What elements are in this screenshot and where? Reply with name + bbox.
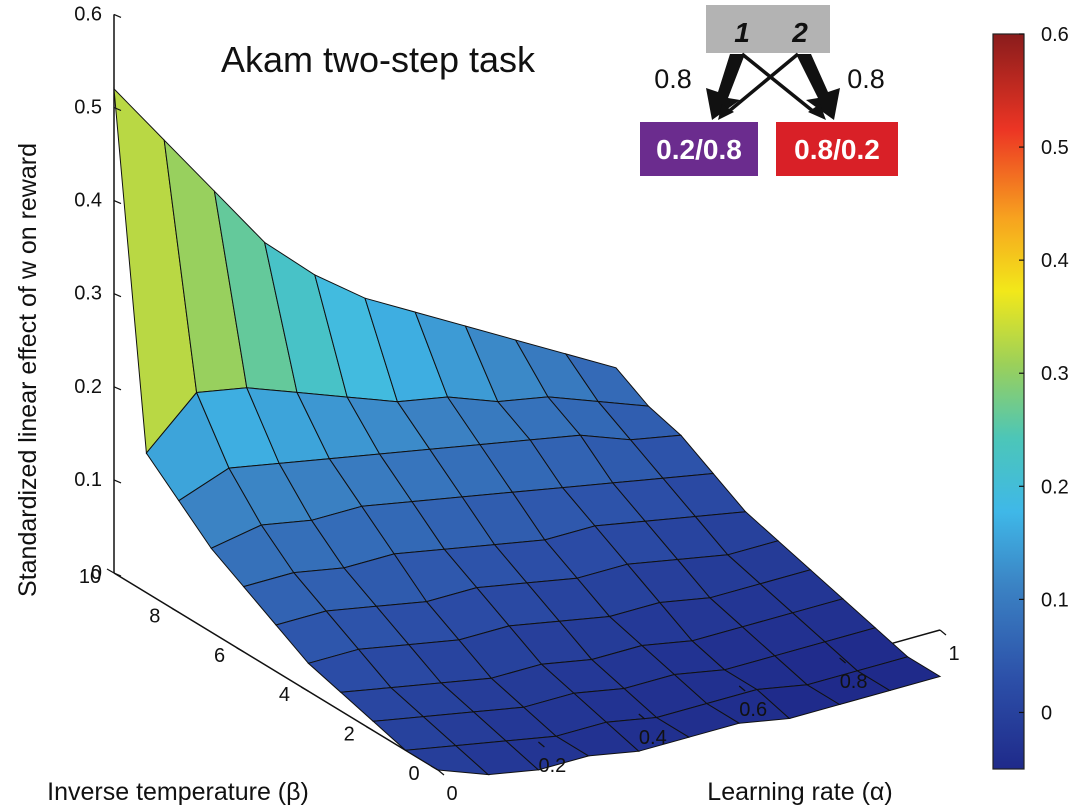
x-tick-label: 0.4 bbox=[639, 727, 667, 749]
y-axis-label: Inverse temperature (β) bbox=[47, 778, 309, 806]
z-tick-label: 0.1 bbox=[74, 469, 102, 491]
y-tick-label: 4 bbox=[279, 684, 290, 706]
colorbar-tick-label: 0.6 bbox=[1041, 24, 1069, 46]
z-axis-label: Standardized linear effect of w on rewar… bbox=[14, 143, 42, 597]
z-tick-mark bbox=[113, 572, 122, 577]
z-tick-label: 0.5 bbox=[74, 97, 102, 119]
x-tick-mark bbox=[638, 713, 646, 720]
task-diagram: 1 2 0.8 0.8 0.2/0.8 0.8/0.2 bbox=[640, 5, 898, 176]
x-tick-label: 0 bbox=[446, 783, 457, 805]
z-tick-label: 0.6 bbox=[74, 3, 102, 25]
common-transition-arrow-left bbox=[706, 54, 745, 120]
rare-transition-line-right bbox=[740, 52, 816, 114]
colorbar-ticks: 0 0.1 0.2 0.3 0.4 0.5 0.6 bbox=[1019, 24, 1069, 724]
z-tick-mark bbox=[113, 386, 122, 391]
z-tick-label: 0.2 bbox=[74, 376, 102, 398]
second-stage-box-purple bbox=[640, 122, 758, 176]
x-tick-label: 0.6 bbox=[739, 699, 767, 721]
surface-patch bbox=[856, 656, 942, 692]
transition-prob-left: 0.8 bbox=[654, 64, 692, 94]
second-stage-label-purple: 0.2/0.8 bbox=[656, 134, 742, 165]
y-tick-mark bbox=[301, 686, 309, 692]
colorbar bbox=[992, 33, 1025, 770]
z-tick-mark bbox=[113, 479, 122, 484]
x-tick-mark bbox=[738, 685, 746, 692]
z-tick-mark bbox=[113, 106, 122, 112]
y-tick-mark bbox=[236, 647, 244, 653]
second-stage-label-red: 0.8/0.2 bbox=[794, 134, 880, 165]
y-tick-label: 0 bbox=[408, 763, 419, 785]
z-tick-label: 0 bbox=[91, 562, 102, 584]
surface bbox=[113, 87, 942, 776]
rare-transition-head-left bbox=[718, 104, 734, 120]
first-stage-choice-1: 1 bbox=[734, 17, 750, 48]
colorbar-tick-label: 0.1 bbox=[1041, 589, 1069, 611]
first-stage-choice-2: 2 bbox=[791, 17, 808, 48]
colorbar-tick-label: 0.5 bbox=[1041, 137, 1069, 159]
colorbar-tick-label: 0.4 bbox=[1041, 250, 1069, 272]
x-tick-mark bbox=[939, 629, 947, 636]
z-tick-mark bbox=[113, 200, 122, 205]
colorbar-tick-label: 0.3 bbox=[1041, 363, 1069, 385]
y-tick-label: 2 bbox=[344, 724, 355, 746]
rare-transition-head-right bbox=[808, 104, 826, 120]
x-axis-label: Learning rate (α) bbox=[707, 778, 892, 806]
second-stage-box-red bbox=[776, 122, 898, 176]
y-tick-label: 6 bbox=[214, 645, 225, 667]
y-axis-line bbox=[113, 572, 439, 771]
x-tick-label: 0.8 bbox=[840, 671, 868, 693]
z-tick-mark bbox=[113, 293, 122, 298]
y-tick-mark bbox=[106, 568, 115, 574]
z-tick-label: 0.4 bbox=[74, 190, 102, 212]
chart-title: Akam two-step task bbox=[221, 39, 536, 80]
y-tick-mark bbox=[171, 607, 180, 613]
common-transition-arrow-right bbox=[796, 54, 840, 120]
y-tick-label: 10 bbox=[79, 566, 101, 588]
x-tick-mark bbox=[839, 657, 846, 664]
x-tick-label: 0.2 bbox=[538, 755, 566, 777]
y-tick-mark bbox=[365, 726, 374, 732]
y-tick-mark bbox=[430, 765, 439, 771]
z-tick-label: 0.3 bbox=[74, 283, 102, 305]
transition-prob-right: 0.8 bbox=[847, 64, 885, 94]
colorbar-tick-label: 0.2 bbox=[1041, 476, 1069, 498]
first-stage-box bbox=[706, 5, 830, 53]
y-tick-label: 8 bbox=[149, 605, 160, 627]
colorbar-tick-label: 0 bbox=[1041, 702, 1052, 724]
x-tick-label: 1 bbox=[948, 643, 959, 665]
x-tick-mark bbox=[538, 741, 545, 748]
rare-transition-line-left bbox=[726, 52, 800, 114]
z-tick-mark bbox=[113, 13, 122, 18]
x-tick-mark bbox=[437, 769, 445, 776]
